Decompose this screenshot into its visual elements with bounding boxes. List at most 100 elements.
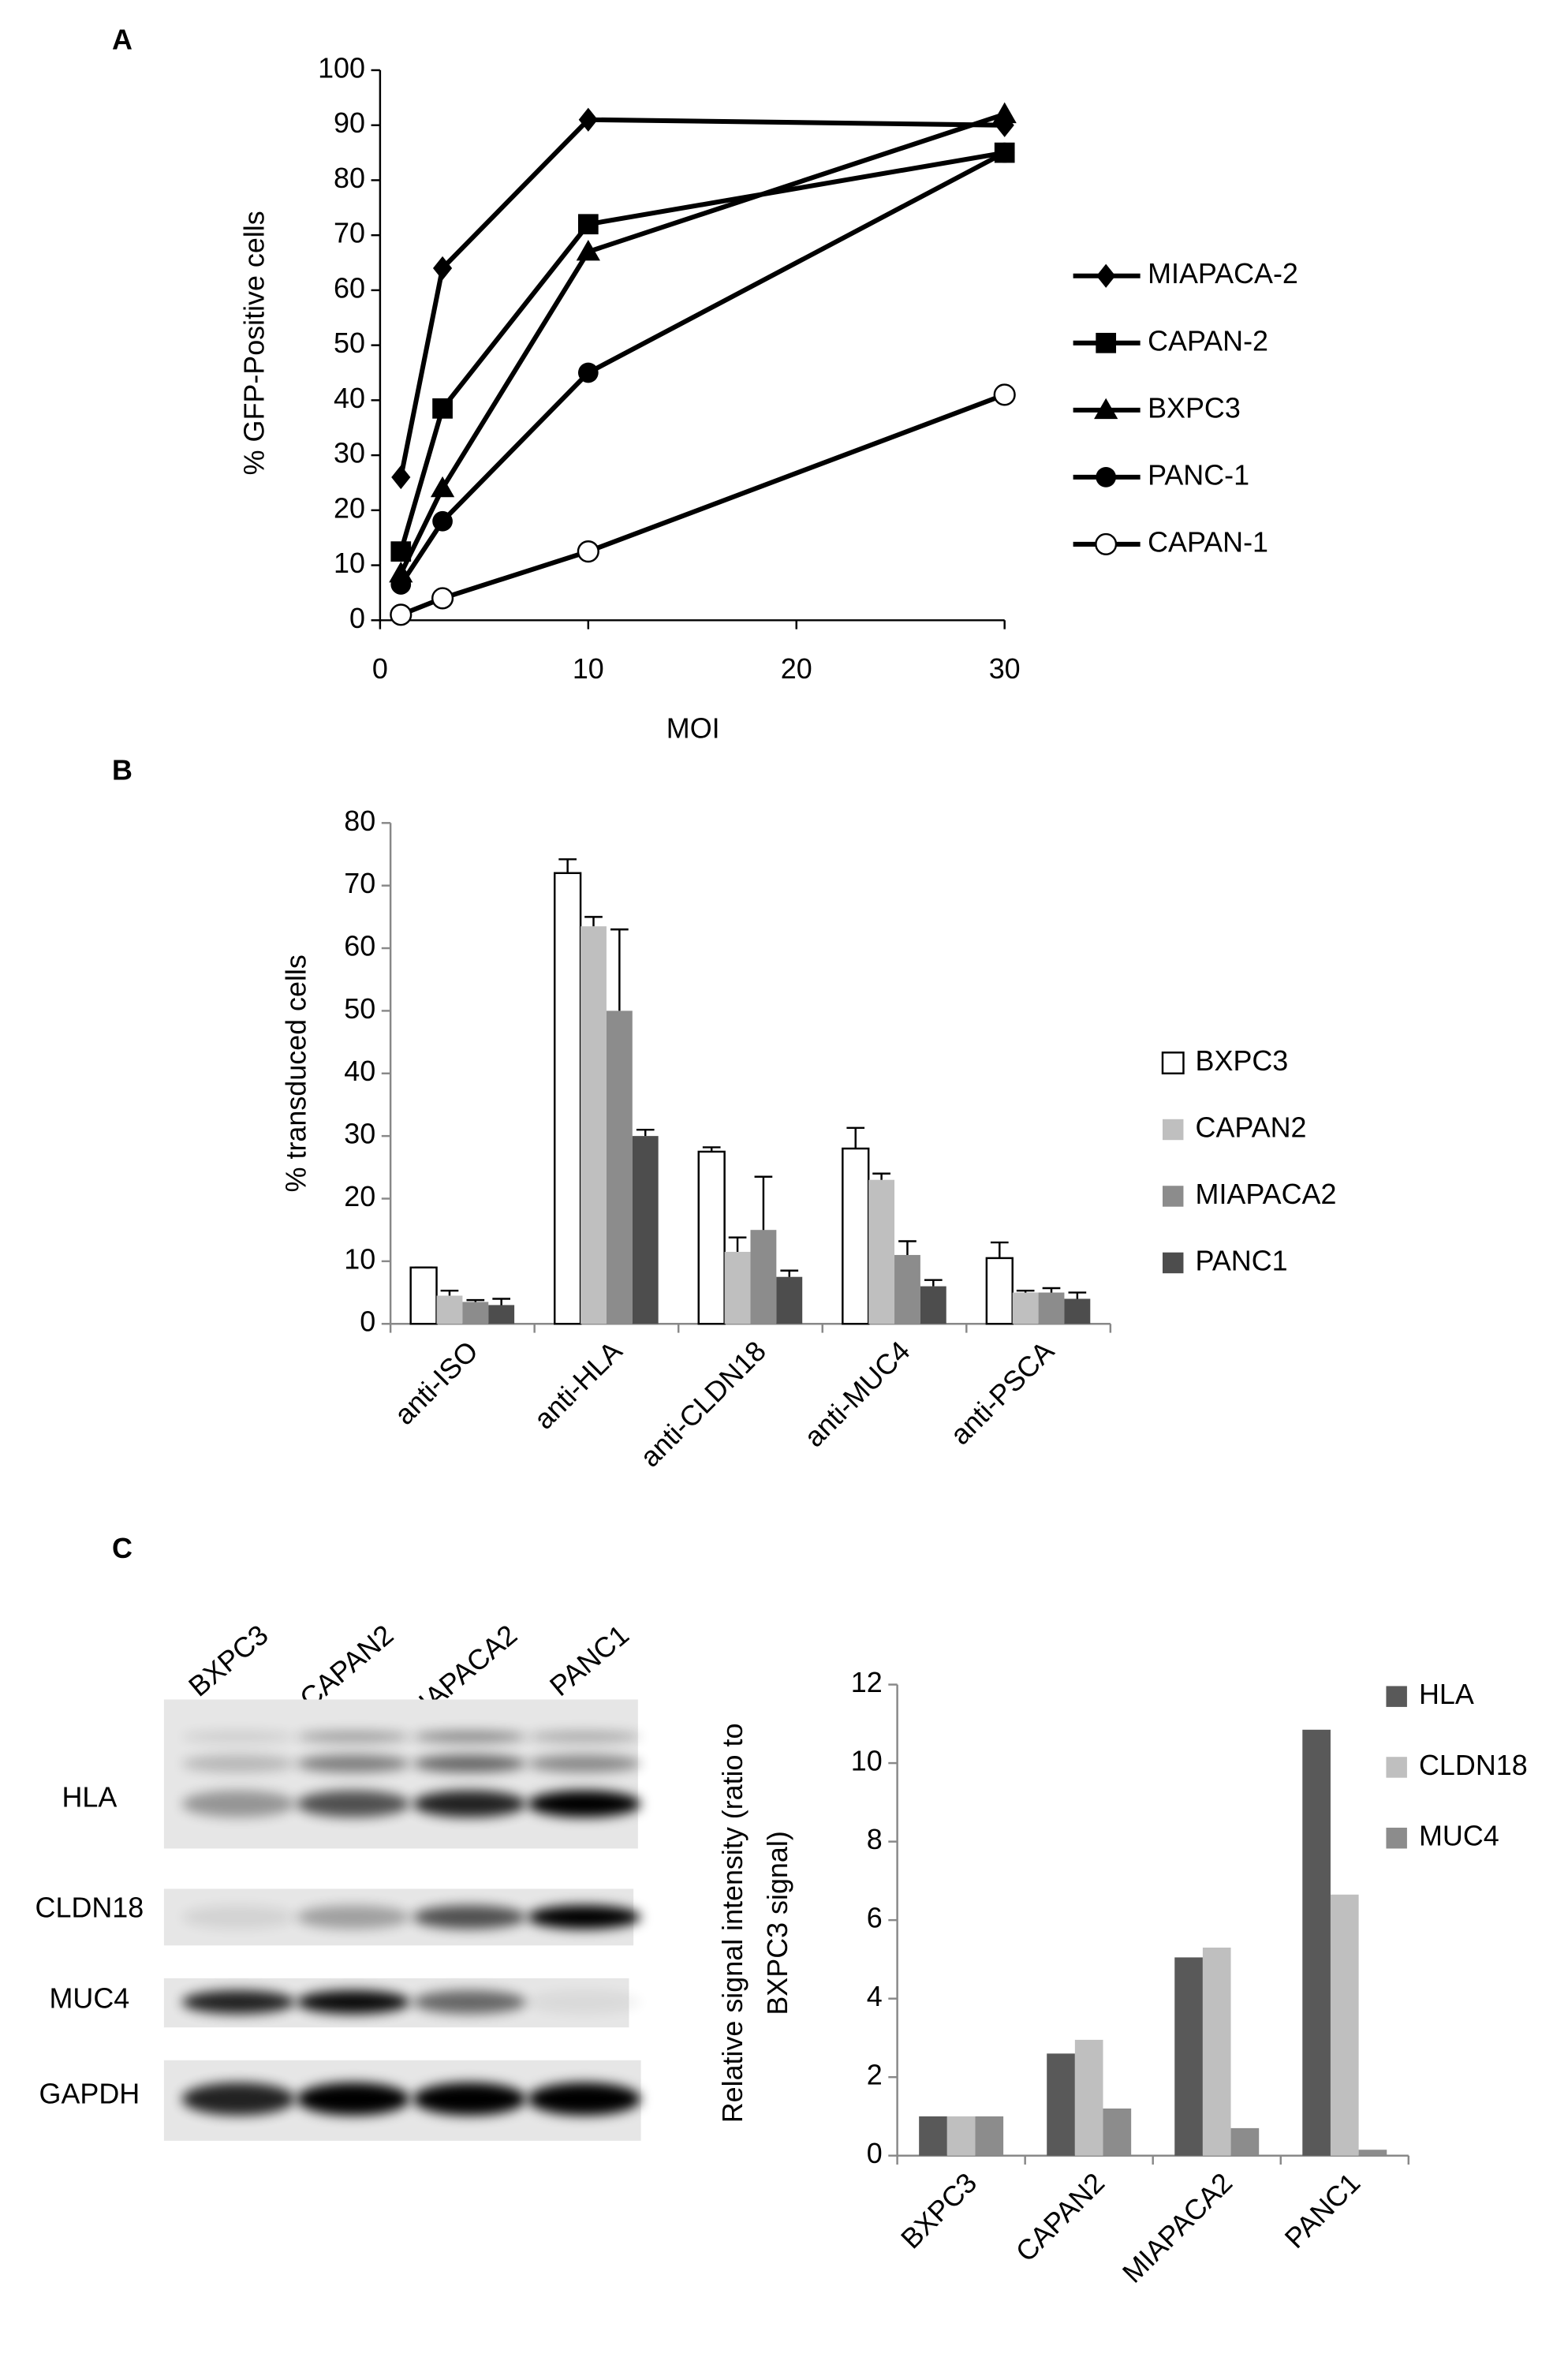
bar (1047, 2053, 1075, 2156)
legend-label: MIAPACA-2 (1148, 258, 1298, 289)
error-bar (728, 1236, 747, 1252)
blot-band (413, 1790, 527, 1817)
error-bar (1042, 1287, 1061, 1293)
legend-label: MIAPACA2 (1196, 1178, 1337, 1210)
y-tick-label: 70 (334, 218, 365, 249)
series-line (400, 392, 1006, 618)
bar (1230, 2127, 1260, 2156)
panel-label: B (112, 755, 133, 786)
y-tick-label: 90 (334, 107, 365, 139)
blot-band (181, 1731, 296, 1743)
error-bar (636, 1128, 655, 1137)
blot-band (181, 2082, 296, 2116)
y-axis-label: Relative signal intensity (ratio to (717, 1724, 749, 2124)
legend-label: HLA (1419, 1679, 1474, 1710)
error-bar (440, 1289, 459, 1296)
legend-swatch (1162, 1186, 1184, 1207)
error-bar (924, 1279, 943, 1287)
legend-label: CAPAN-2 (1148, 325, 1268, 357)
y-tick-label: 10 (851, 1746, 883, 1777)
bar (920, 1286, 946, 1324)
y-tick-label: 0 (867, 2138, 883, 2169)
bar (946, 2116, 976, 2156)
y-tick-label: 30 (334, 438, 365, 469)
blot-band (297, 1790, 410, 1817)
marker (1096, 467, 1117, 487)
y-tick-label: 6 (867, 1903, 883, 1934)
blot-band (527, 2082, 641, 2116)
legend-swatch (1162, 1252, 1184, 1274)
bar (776, 1276, 803, 1324)
bar (581, 926, 607, 1324)
row-label: GAPDH (39, 2079, 140, 2110)
y-tick-label: 0 (360, 1306, 375, 1338)
y-axis-label: % transduced cells (280, 954, 312, 1192)
y-tick-label: 2 (867, 2060, 883, 2091)
bar (606, 1010, 633, 1324)
bar (1074, 2039, 1103, 2156)
blot-band (297, 1989, 410, 2015)
y-tick-label: 4 (867, 1981, 883, 2012)
bar (1038, 1292, 1065, 1324)
error-bar (558, 858, 577, 873)
row-label: MUC4 (50, 1983, 130, 2015)
legend-label: CAPAN-1 (1148, 526, 1268, 558)
y-axis-label: % GFP-Positive cells (239, 211, 271, 475)
marker (1096, 332, 1117, 353)
bar (409, 1266, 438, 1325)
marker (576, 239, 600, 261)
marker (1094, 398, 1118, 420)
series-line (398, 150, 1006, 586)
legend-label: BXPC3 (1148, 392, 1241, 424)
bar (1358, 2150, 1387, 2156)
bar (1202, 1947, 1231, 2156)
y-tick-label: 60 (334, 272, 365, 304)
blot-band (297, 1905, 410, 1929)
marker (992, 102, 1017, 124)
y-axis-label: BXPC3 signal) (762, 1831, 793, 2015)
x-axis-label: MOI (666, 713, 720, 745)
blot-band (181, 1905, 296, 1929)
blot-band (527, 1790, 641, 1817)
error-bar (1068, 1291, 1087, 1299)
marker (390, 574, 412, 595)
x-tick-label: 30 (989, 653, 1021, 685)
error-bar (702, 1146, 721, 1152)
y-tick-label: 30 (344, 1119, 375, 1150)
blot-band (181, 1790, 296, 1817)
y-tick-label: 70 (344, 868, 375, 899)
marker (994, 142, 1015, 163)
blot-band (413, 2082, 527, 2116)
y-tick-label: 50 (344, 993, 375, 1025)
legend-swatch (1162, 1119, 1184, 1141)
y-tick-label: 0 (349, 603, 365, 634)
legend-label: MUC4 (1419, 1821, 1499, 1852)
bar (462, 1302, 489, 1324)
legend-label: BXPC3 (1196, 1045, 1289, 1077)
panel-label: C (112, 1533, 133, 1564)
blot-band (413, 1905, 527, 1929)
marker (432, 398, 453, 419)
y-tick-label: 40 (344, 1055, 375, 1087)
bar (919, 2116, 947, 2156)
series-line (398, 117, 1005, 478)
error-bar (990, 1241, 1009, 1258)
bar (1064, 1298, 1091, 1324)
bar (842, 1147, 870, 1325)
blot-band (413, 1731, 527, 1743)
legend-label: CAPAN2 (1196, 1112, 1307, 1144)
error-bar (754, 1175, 773, 1231)
y-tick-label: 80 (344, 805, 375, 837)
marker (430, 476, 455, 498)
y-tick-label: 12 (851, 1667, 883, 1698)
y-tick-label: 20 (344, 1181, 375, 1212)
bar (436, 1295, 463, 1324)
bar (894, 1254, 920, 1324)
bar (1012, 1292, 1039, 1324)
error-bar (780, 1269, 799, 1277)
y-tick-label: 10 (344, 1243, 375, 1275)
y-tick-label: 8 (867, 1824, 883, 1855)
error-bar (466, 1298, 485, 1302)
marker (577, 362, 599, 383)
x-tick-label: 0 (372, 653, 388, 685)
